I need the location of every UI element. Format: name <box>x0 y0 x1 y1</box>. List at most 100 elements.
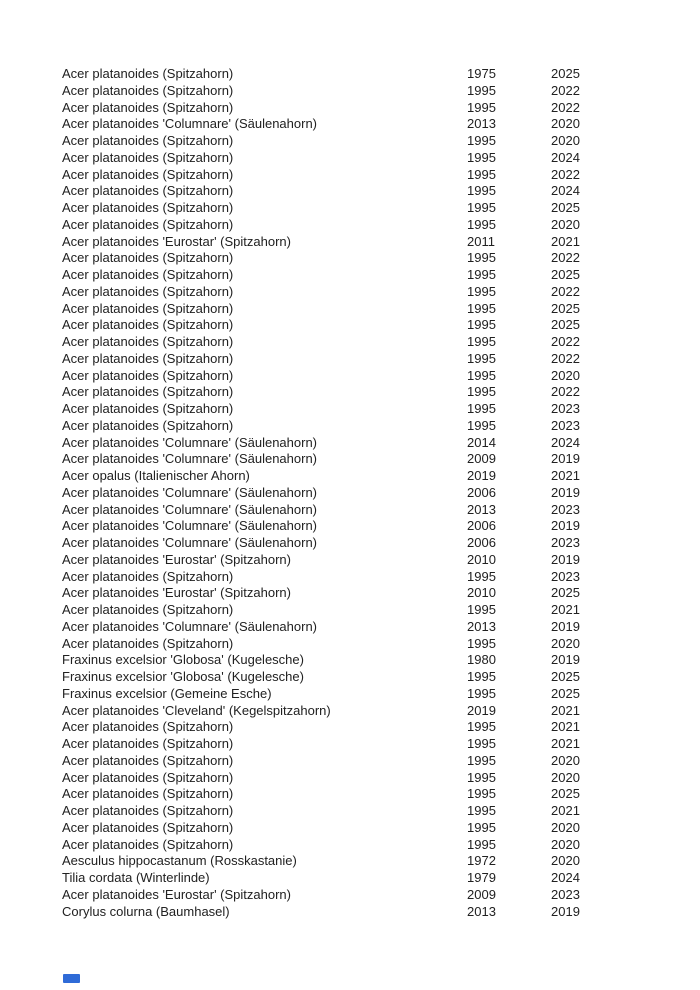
species-name: Acer platanoides (Spitzahorn) <box>62 99 234 115</box>
species-name: Acer platanoides (Spitzahorn) <box>62 334 234 349</box>
table-row: Acer platanoides 'Cleveland' (Kegelspitz… <box>62 703 638 720</box>
table-row: Fraxinus excelsior (Gemeine Esche) 1995 20… <box>62 686 638 703</box>
year-first: 1980 <box>467 652 496 668</box>
table-row: Tilia cordata (Winterlinde) 1979 2024 <box>62 870 638 887</box>
species-name: Tilia cordata (Winterlinde) <box>62 870 210 885</box>
species-name: Acer platanoides 'Eurostar' (Spitzahorn) <box>62 585 291 601</box>
year-first: 2010 <box>467 585 496 601</box>
species-name: Acer platanoides (Spitzahorn) <box>62 166 234 182</box>
table-row: Acer platanoides 'Eurostar' (Spitzahorn)… <box>62 234 638 251</box>
species-name: Fraxinus excelsior 'Globosa' (Kugelesche… <box>62 669 304 684</box>
year-first: 1995 <box>467 133 496 148</box>
year-second: 2022 <box>551 166 580 182</box>
year-first: 1995 <box>467 149 496 165</box>
table-row: Acer platanoides 'Columnare' (Säulenahor… <box>62 619 638 636</box>
species-name: Acer platanoides (Spitzahorn) <box>62 769 234 785</box>
species-name: Acer platanoides (Spitzahorn) <box>62 602 234 617</box>
year-second: 2022 <box>551 82 580 98</box>
year-first: 1972 <box>467 853 496 869</box>
year-second: 2022 <box>551 350 580 366</box>
table-row: Acer platanoides (Spitzahorn) 1995 2022 <box>62 351 638 368</box>
year-second: 2024 <box>551 434 580 450</box>
year-first: 1995 <box>467 819 496 835</box>
year-first: 1995 <box>467 803 496 818</box>
table-row: Acer platanoides 'Columnare' (Säulenahor… <box>62 435 638 452</box>
species-name: Acer opalus (Italienischer Ahorn) <box>62 468 250 483</box>
year-first: 1995 <box>467 367 496 383</box>
year-first: 1975 <box>467 66 496 81</box>
footer-marker[interactable] <box>63 974 80 983</box>
species-name: Acer platanoides 'Columnare' (Säulenahor… <box>62 116 317 132</box>
table-row: Aesculus hippocastanum (Rosskastanie) 197… <box>62 853 638 870</box>
table-row: Acer platanoides 'Columnare' (Säulenahor… <box>62 502 638 519</box>
year-second: 2022 <box>551 250 580 266</box>
year-second: 2023 <box>551 401 580 416</box>
year-first: 2011 <box>467 233 495 249</box>
year-second: 2025 <box>551 200 580 215</box>
year-second: 2020 <box>551 752 580 768</box>
table-row: Acer platanoides (Spitzahorn) 1995 2022 <box>62 384 638 401</box>
year-second: 2021 <box>551 233 580 249</box>
table-row: Acer platanoides (Spitzahorn) 1995 2025 <box>62 786 638 803</box>
table-row: Acer platanoides (Spitzahorn) 1995 2023 <box>62 401 638 418</box>
species-name: Corylus colurna (Baumhasel) <box>62 903 230 919</box>
species-name: Acer platanoides 'Columnare' (Säulenahor… <box>62 618 317 634</box>
table-row: Acer platanoides (Spitzahorn) 1995 2022 <box>62 167 638 184</box>
table-row: Corylus colurna (Baumhasel) 2013 2019 <box>62 904 638 921</box>
table-row: Acer platanoides (Spitzahorn) 1995 2025 <box>62 301 638 318</box>
species-name: Acer platanoides (Spitzahorn) <box>62 803 234 818</box>
species-name: Acer platanoides (Spitzahorn) <box>62 786 234 802</box>
year-second: 2020 <box>551 836 580 852</box>
table-row: Acer platanoides (Spitzahorn) 1995 2023 <box>62 418 638 435</box>
year-second: 2023 <box>551 501 580 517</box>
year-first: 1995 <box>467 669 496 684</box>
year-first: 1995 <box>467 568 496 584</box>
year-second: 2025 <box>551 786 580 802</box>
table-row: Acer platanoides (Spitzahorn) 1995 2021 <box>62 736 638 753</box>
species-name: Acer platanoides 'Eurostar' (Spitzahorn) <box>62 551 291 567</box>
table-row: Acer platanoides 'Columnare' (Säulenahor… <box>62 451 638 468</box>
year-second: 2019 <box>551 618 580 634</box>
year-second: 2020 <box>551 216 580 232</box>
species-name: Acer platanoides (Spitzahorn) <box>62 417 234 433</box>
species-name: Acer platanoides (Spitzahorn) <box>62 200 234 215</box>
species-name: Acer platanoides 'Columnare' (Säulenahor… <box>62 484 317 500</box>
year-second: 2021 <box>551 736 580 751</box>
species-name: Acer platanoides (Spitzahorn) <box>62 82 234 98</box>
year-first: 1995 <box>467 350 496 366</box>
year-first: 1995 <box>467 786 496 802</box>
species-name: Acer platanoides (Spitzahorn) <box>62 367 234 383</box>
year-second: 2020 <box>551 116 580 132</box>
table-row: Acer platanoides (Spitzahorn) 1995 2021 <box>62 803 638 820</box>
table-row: Acer platanoides 'Columnare' (Säulenahor… <box>62 535 638 552</box>
table-row: Acer opalus (Italienischer Ahorn) 2019 202… <box>62 468 638 485</box>
year-first: 2013 <box>467 903 496 919</box>
table-row: Acer platanoides (Spitzahorn) 1995 2024 <box>62 150 638 167</box>
year-second: 2020 <box>551 367 580 383</box>
table-row: Acer platanoides (Spitzahorn) 1995 2020 <box>62 770 638 787</box>
year-first: 1995 <box>467 300 496 316</box>
year-first: 1995 <box>467 401 496 416</box>
table-row: Acer platanoides (Spitzahorn) 1995 2022 <box>62 83 638 100</box>
year-second: 2020 <box>551 635 580 651</box>
species-name: Acer platanoides (Spitzahorn) <box>62 216 234 232</box>
year-first: 2013 <box>467 501 496 517</box>
year-first: 1995 <box>467 250 496 266</box>
year-first: 2009 <box>467 886 496 902</box>
year-first: 2019 <box>467 468 496 483</box>
table-row: Acer platanoides (Spitzahorn) 1995 2021 <box>62 602 638 619</box>
species-name: Acer platanoides (Spitzahorn) <box>62 719 234 735</box>
year-second: 2020 <box>551 769 580 785</box>
species-name: Acer platanoides (Spitzahorn) <box>62 401 234 416</box>
species-name: Acer platanoides 'Columnare' (Säulenahor… <box>62 451 317 467</box>
year-first: 1995 <box>467 719 496 735</box>
year-first: 1979 <box>467 870 496 885</box>
year-first: 2010 <box>467 551 496 567</box>
year-first: 1995 <box>467 317 496 333</box>
species-name: Acer platanoides 'Columnare' (Säulenahor… <box>62 501 317 517</box>
year-second: 2021 <box>551 602 580 617</box>
table-row: Acer platanoides (Spitzahorn) 1995 2023 <box>62 569 638 586</box>
species-name: Acer platanoides 'Columnare' (Säulenahor… <box>62 535 317 550</box>
year-second: 2023 <box>551 535 580 550</box>
